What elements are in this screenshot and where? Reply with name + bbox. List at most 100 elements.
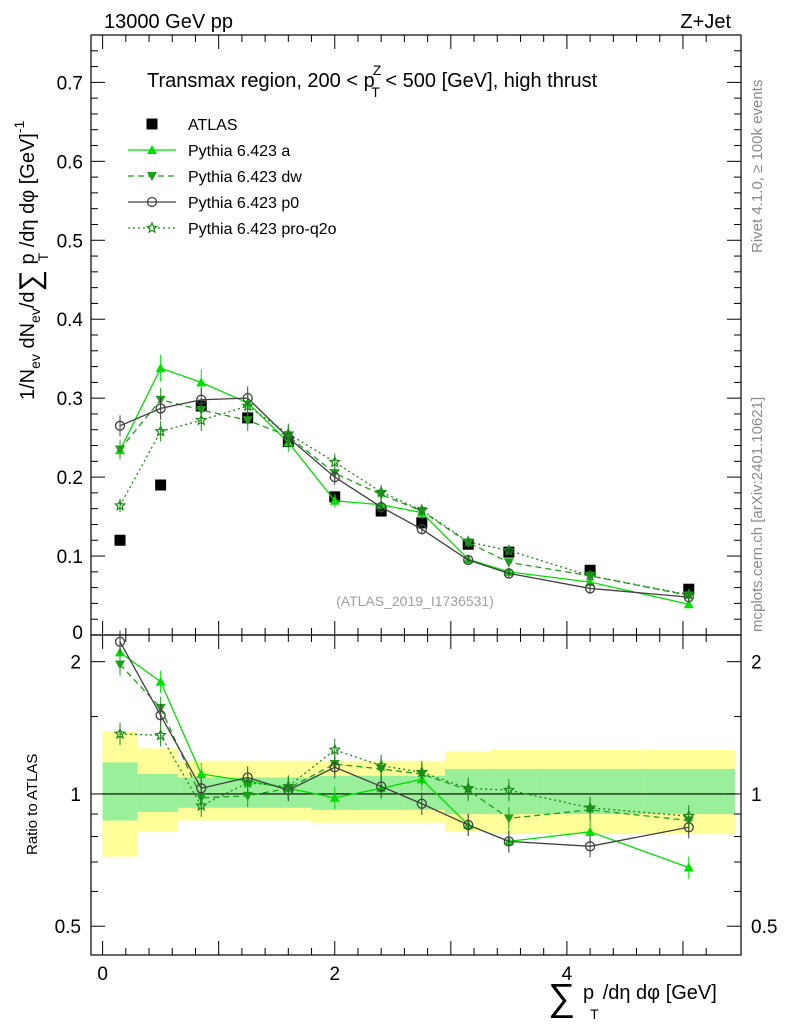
data-point [503, 558, 514, 568]
y-tick-label: 0.5 [57, 231, 83, 252]
legend-marker [147, 172, 157, 181]
ratio-point [195, 799, 208, 812]
main-title-part2: < 500 [GeV], high thrust [380, 70, 598, 92]
ratio-point [329, 792, 340, 802]
ratio-y-tick-label-right: 2 [751, 653, 762, 674]
ratio-point [155, 710, 166, 721]
data-point [154, 424, 167, 437]
x-tick-label: 4 [562, 964, 573, 985]
data-point [374, 485, 388, 498]
watermark: (ATLAS_2019_I1736531) [336, 593, 494, 609]
ratio-point [374, 759, 388, 771]
legend-marker [146, 118, 158, 130]
x-tick-label: 2 [329, 964, 340, 985]
uncertainty-band-inner [491, 768, 538, 815]
y-tick-label: 0.1 [57, 547, 83, 568]
data-point [376, 501, 387, 513]
data-point [114, 420, 126, 431]
y-tick-label: 0.2 [57, 468, 83, 489]
ratio-point [241, 776, 255, 789]
ratio-point [583, 801, 597, 814]
y-tick-label: 0.4 [57, 310, 84, 331]
legend-entry: Pythia 6.423 dw [128, 169, 302, 186]
data-point [683, 599, 694, 609]
uncertainty-band-inner [137, 774, 179, 812]
ratio-panel: 0.5 0.5 1 1 2 2 0 2 4 [55, 630, 777, 985]
data-point [155, 363, 166, 373]
mcplots-label: mcplots.cern.ch [arXiv:2401.10621] [749, 397, 766, 632]
ratio-point [282, 779, 295, 792]
ratio-line [119, 664, 689, 822]
ratio-point [683, 862, 694, 872]
legend-label: Pythia 6.423 a [188, 143, 290, 160]
svg-text:∑: ∑ [548, 977, 575, 1019]
main-title-sup: Z [373, 62, 382, 78]
y-tick-label: 0.3 [57, 389, 83, 410]
main-ylabel: 1/Nev dNev/d∑ pT /dη dφ [GeV]-1 [11, 120, 51, 400]
header-left: 13000 GeV pp [104, 11, 233, 33]
legend: ATLAS Pythia 6.423 a Pythia 6.423 dw Pythia… [128, 117, 337, 238]
main-title: Transmax region, 200 < pZ T < 500 [GeV], … [147, 62, 598, 100]
main-panel: 0.1 0.2 0.3 0.4 0.5 0.6 0.7 0 Transmax region, … [57, 34, 742, 644]
legend-entry: Pythia 6.423 pro-q2o [128, 221, 337, 238]
y-zero-label: 0 [72, 623, 83, 644]
data-point [155, 403, 166, 414]
legend-label: Pythia 6.423 p0 [188, 195, 299, 212]
series-pythia-6-423-dw [115, 387, 694, 601]
legend-entry: ATLAS [146, 117, 238, 134]
ratio-point [503, 814, 514, 824]
data-point [196, 394, 207, 405]
legend-label: Pythia 6.423 pro-q2o [188, 221, 337, 238]
data-point [328, 455, 341, 468]
legend-marker [145, 221, 159, 234]
data-point [462, 535, 475, 548]
x-axis-label: ∑ p T/dη dφ [GeV] [548, 977, 717, 1022]
ratio-ylabel: Ratio to ATLAS [24, 754, 41, 855]
data-point [682, 588, 695, 601]
series-line [119, 399, 689, 597]
legend-label: Pythia 6.423 dw [188, 169, 302, 186]
ratio-y-tick-label: 0.5 [55, 917, 81, 938]
ratio-point [415, 765, 429, 778]
ratio-point [463, 819, 474, 831]
data-point [502, 543, 516, 556]
data-point [503, 568, 515, 579]
ratio-frame [90, 634, 742, 956]
data-point [282, 427, 295, 439]
data-point [196, 377, 207, 387]
data-point [416, 524, 427, 535]
data-point [463, 554, 474, 566]
xlabel-sub: T [590, 1006, 599, 1022]
ratio-point [585, 826, 596, 836]
ratio-point [154, 728, 167, 741]
ratio-series-pythia-6-423-pro-q2o [113, 722, 695, 828]
legend-marker [146, 196, 158, 208]
series-line [119, 397, 689, 598]
series-pythia-6-423-a [115, 354, 694, 609]
ratio-point [502, 783, 516, 796]
data-point [195, 413, 208, 426]
data-point [416, 517, 428, 529]
uncertainty-band-inner [102, 762, 138, 821]
svg-text:pT/dη dφ [GeV]: p T/dη dφ [GeV] [583, 982, 717, 1022]
ratio-point [329, 762, 340, 773]
ratio-y-tick-label: 2 [70, 653, 81, 674]
svg-text:1/Nev dNev/d∑ pT /dη dφ [GeV]: 1/Nev dNev/d∑ pT /dη dφ [GeV]-1 [11, 120, 51, 400]
rivet-label: Rivet 4.1.0, ≥ 100k events [749, 80, 766, 253]
data-point [415, 503, 429, 516]
ratio-point [503, 836, 515, 847]
ratio-point [196, 783, 207, 794]
ratio-point [462, 781, 475, 794]
data-point [584, 583, 596, 594]
main-title-part1: Transmax region, 200 < p [147, 70, 375, 92]
ratio-point [584, 841, 596, 852]
x-tick-label: 0 [97, 964, 108, 985]
legend-entry: Pythia 6.423 a [128, 143, 290, 160]
ratio-line [119, 641, 689, 847]
data-point [329, 495, 340, 505]
data-point [329, 471, 340, 483]
ratio-point [113, 727, 127, 740]
series-line [119, 405, 689, 596]
ratio-point [155, 676, 166, 686]
